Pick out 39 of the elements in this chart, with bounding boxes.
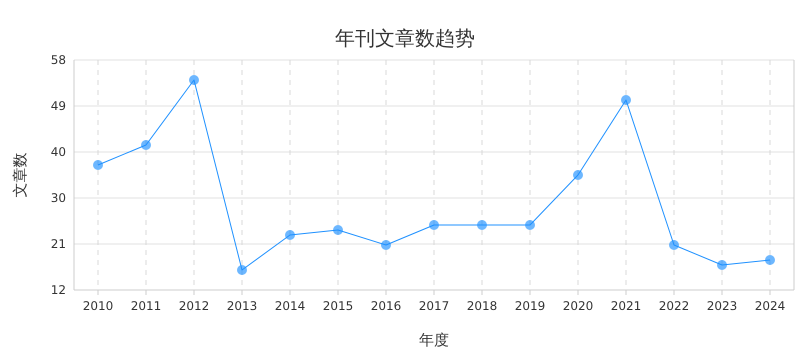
x-tick-label: 2022 (658, 299, 690, 313)
y-axis-title: 文章数 (11, 152, 29, 198)
point (477, 220, 487, 230)
y-tick-label: 58 (50, 53, 66, 67)
x-tick-label: 2018 (466, 299, 498, 313)
point (381, 240, 391, 250)
point (573, 170, 583, 180)
point (285, 230, 295, 240)
y-tick-label: 40 (50, 145, 66, 159)
x-tick-label: 2010 (82, 299, 114, 313)
point (189, 75, 199, 85)
x-tick-label: 2017 (418, 299, 450, 313)
point (429, 220, 439, 230)
chart-title: 年刊文章数趋势 (335, 26, 475, 50)
point (237, 265, 247, 275)
point (93, 160, 103, 170)
point (717, 260, 727, 270)
x-tick-label: 2015 (322, 299, 354, 313)
point (621, 95, 631, 105)
y-tick-label: 12 (50, 283, 66, 297)
x-tick-label: 2014 (274, 299, 306, 313)
x-tick-label: 2021 (610, 299, 642, 313)
point (765, 255, 775, 265)
point (141, 140, 151, 150)
x-tick-label: 2011 (130, 299, 162, 313)
x-tick-label: 2020 (562, 299, 594, 313)
y-tick-label: 49 (50, 99, 66, 113)
x-tick-label: 2016 (370, 299, 402, 313)
y-tick-label: 21 (50, 237, 66, 251)
x-axis-title: 年度 (419, 331, 449, 349)
point (669, 240, 679, 250)
point (333, 225, 343, 235)
x-tick-label: 2019 (514, 299, 546, 313)
y-tick-label: 30 (50, 191, 66, 205)
x-tick-label: 2012 (178, 299, 210, 313)
x-tick-label: 2013 (226, 299, 258, 313)
point (525, 220, 535, 230)
x-tick-label: 2023 (706, 299, 738, 313)
x-tick-label: 2024 (754, 299, 786, 313)
